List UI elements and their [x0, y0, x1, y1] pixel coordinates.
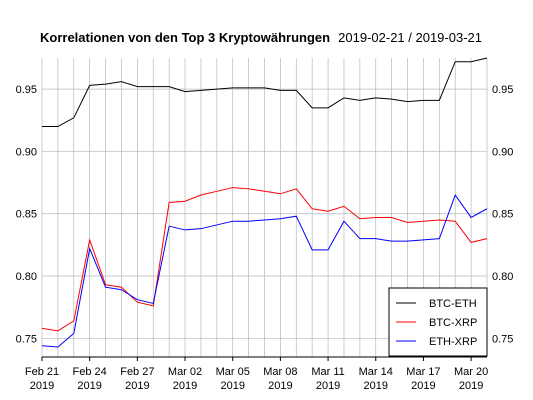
- x-tick-year-label: 2019: [77, 380, 101, 392]
- x-tick-year-label: 2019: [220, 380, 244, 392]
- x-tick-label: Feb 27: [120, 366, 154, 378]
- series-lines: [41, 57, 488, 348]
- x-tick-year-label: 2019: [411, 380, 435, 392]
- y-tick-label-right: 0.75: [492, 333, 513, 345]
- x-tick-label: Mar 17: [406, 366, 440, 378]
- y-tick-label-left: 0.85: [16, 209, 37, 221]
- y-axis: 0.75 0.75 0.80 0.80 0.85 0.85 0.90 0.90 0.95 0.95: [16, 84, 514, 345]
- legend: BTC-ETH BTC-XRP ETH-XRP: [388, 287, 488, 357]
- x-tick-label: Mar 08: [263, 366, 297, 378]
- y-tick-label-left: 0.80: [16, 271, 37, 283]
- x-tick-label: Feb 24: [73, 366, 107, 378]
- x-tick-year-label: 2019: [459, 380, 483, 392]
- x-tick-label: Mar 05: [216, 366, 250, 378]
- legend-label: BTC-ETH: [429, 298, 477, 310]
- x-tick-label: Mar 02: [168, 366, 202, 378]
- x-tick-year-label: 2019: [364, 380, 388, 392]
- y-tick-label-left: 0.75: [16, 333, 37, 345]
- chart-title: Korrelationen von den Top 3 Kryptowährun…: [40, 30, 330, 45]
- y-tick-label-right: 0.90: [492, 146, 513, 158]
- x-tick-year-label: 2019: [125, 380, 149, 392]
- chart-subtitle: 2019-02-21 / 2019-03-21: [338, 30, 482, 45]
- x-tick-year-label: 2019: [173, 380, 197, 392]
- x-tick-label: Mar 11: [311, 366, 344, 378]
- series-line-eth-xrp: [41, 193, 488, 348]
- y-tick-label-left: 0.90: [16, 146, 37, 158]
- x-tick-year-label: 2019: [316, 380, 340, 392]
- series-line-btc-eth: [42, 57, 488, 128]
- series-line-btc-xrp: [41, 187, 488, 332]
- y-tick-label-left: 0.95: [16, 84, 37, 96]
- x-tick-label: Mar 20: [454, 366, 488, 378]
- x-tick-label: Mar 14: [359, 366, 393, 378]
- x-tick-year-label: 2019: [30, 380, 54, 392]
- x-tick-year-label: 2019: [268, 380, 292, 392]
- legend-label: BTC-XRP: [429, 317, 477, 329]
- legend-label: ETH-XRP: [429, 336, 477, 348]
- y-tick-label-right: 0.95: [492, 84, 513, 96]
- y-tick-label-right: 0.85: [492, 209, 513, 221]
- x-tick-label: Feb 21: [25, 366, 59, 378]
- y-tick-label-right: 0.80: [492, 271, 513, 283]
- x-axis: Feb 21 2019 Feb 24 2019 Feb 27 2019 Mar 02 2019…: [25, 356, 488, 392]
